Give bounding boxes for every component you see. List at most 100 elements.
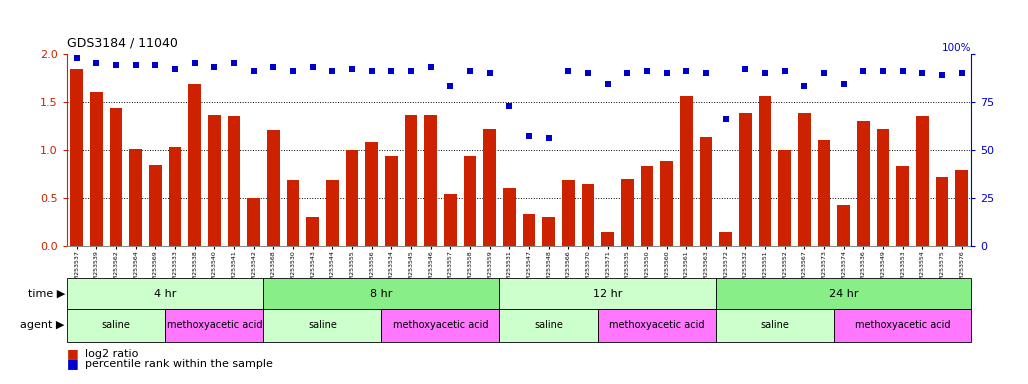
Text: percentile rank within the sample: percentile rank within the sample [85, 359, 273, 369]
Bar [542, 217, 555, 246]
Bar [720, 232, 732, 246]
Point [462, 68, 478, 74]
Point [265, 64, 282, 70]
Bar [130, 149, 142, 246]
Bar [425, 115, 437, 246]
Bar [522, 214, 536, 246]
Bar [621, 179, 633, 246]
Bar [149, 165, 161, 246]
Point [619, 70, 635, 76]
Point [403, 68, 419, 74]
Point [914, 70, 930, 76]
Point [638, 68, 655, 74]
Bar [877, 129, 889, 246]
Point [343, 66, 360, 72]
Bar [798, 113, 811, 246]
Point [894, 68, 911, 74]
Bar [263, 278, 500, 309]
Bar [582, 184, 594, 246]
Bar [837, 205, 850, 246]
Point [108, 62, 124, 68]
Bar [405, 115, 417, 246]
Bar [857, 121, 870, 246]
Bar [935, 177, 949, 246]
Text: log2 ratio: log2 ratio [85, 349, 139, 359]
Point [678, 68, 695, 74]
Bar [444, 194, 456, 246]
Bar [700, 137, 712, 246]
Bar [263, 309, 381, 342]
Bar [916, 116, 928, 246]
Bar [483, 129, 497, 246]
Point [423, 64, 439, 70]
Point [855, 68, 872, 74]
Bar [955, 170, 968, 246]
Text: ■: ■ [67, 347, 78, 360]
Text: 100%: 100% [942, 43, 971, 53]
Bar [67, 309, 166, 342]
Bar [896, 166, 909, 246]
Text: 12 hr: 12 hr [593, 289, 622, 299]
Bar [834, 309, 971, 342]
Point [127, 62, 144, 68]
Bar [381, 309, 500, 342]
Bar [166, 309, 263, 342]
Bar [267, 130, 280, 246]
Point [364, 68, 380, 74]
Point [757, 70, 773, 76]
Point [875, 68, 891, 74]
Point [521, 133, 538, 139]
Bar [67, 278, 263, 309]
Text: saline: saline [102, 320, 131, 331]
Text: methoxyacetic acid: methoxyacetic acid [855, 320, 950, 331]
Point [560, 68, 577, 74]
Bar [110, 108, 122, 246]
Bar [680, 96, 693, 246]
Bar [601, 232, 614, 246]
Point [442, 83, 458, 89]
Bar [464, 156, 476, 246]
Bar [759, 96, 771, 246]
Point [383, 68, 400, 74]
Point [737, 66, 754, 72]
Text: 8 hr: 8 hr [370, 289, 393, 299]
Point [718, 116, 734, 122]
Bar [188, 84, 201, 246]
Text: methoxyacetic acid: methoxyacetic acid [393, 320, 488, 331]
Bar [562, 180, 575, 246]
Bar [384, 156, 398, 246]
Bar [287, 180, 299, 246]
Bar [70, 69, 83, 246]
Text: time ▶: time ▶ [28, 289, 65, 299]
Bar [169, 147, 181, 246]
Point [147, 62, 163, 68]
Bar [326, 180, 338, 246]
Point [246, 68, 262, 74]
Text: saline: saline [761, 320, 790, 331]
Text: methoxyacetic acid: methoxyacetic acid [609, 320, 704, 331]
Point [796, 83, 812, 89]
Bar [715, 309, 834, 342]
Text: 24 hr: 24 hr [829, 289, 858, 299]
Text: ■: ■ [67, 357, 78, 370]
Bar [500, 278, 715, 309]
Point [167, 66, 183, 72]
Bar [345, 150, 359, 246]
Point [816, 70, 833, 76]
Bar [778, 150, 791, 246]
Bar [500, 309, 598, 342]
Text: saline: saline [535, 320, 563, 331]
Point [933, 72, 950, 78]
Text: methoxyacetic acid: methoxyacetic acid [167, 320, 262, 331]
Point [836, 81, 852, 88]
Point [88, 60, 105, 66]
Point [776, 68, 793, 74]
Point [304, 64, 321, 70]
Point [226, 60, 243, 66]
Text: 4 hr: 4 hr [154, 289, 177, 299]
Point [599, 81, 616, 88]
Bar [640, 166, 654, 246]
Bar [248, 198, 260, 246]
Bar [227, 116, 241, 246]
Point [658, 70, 674, 76]
